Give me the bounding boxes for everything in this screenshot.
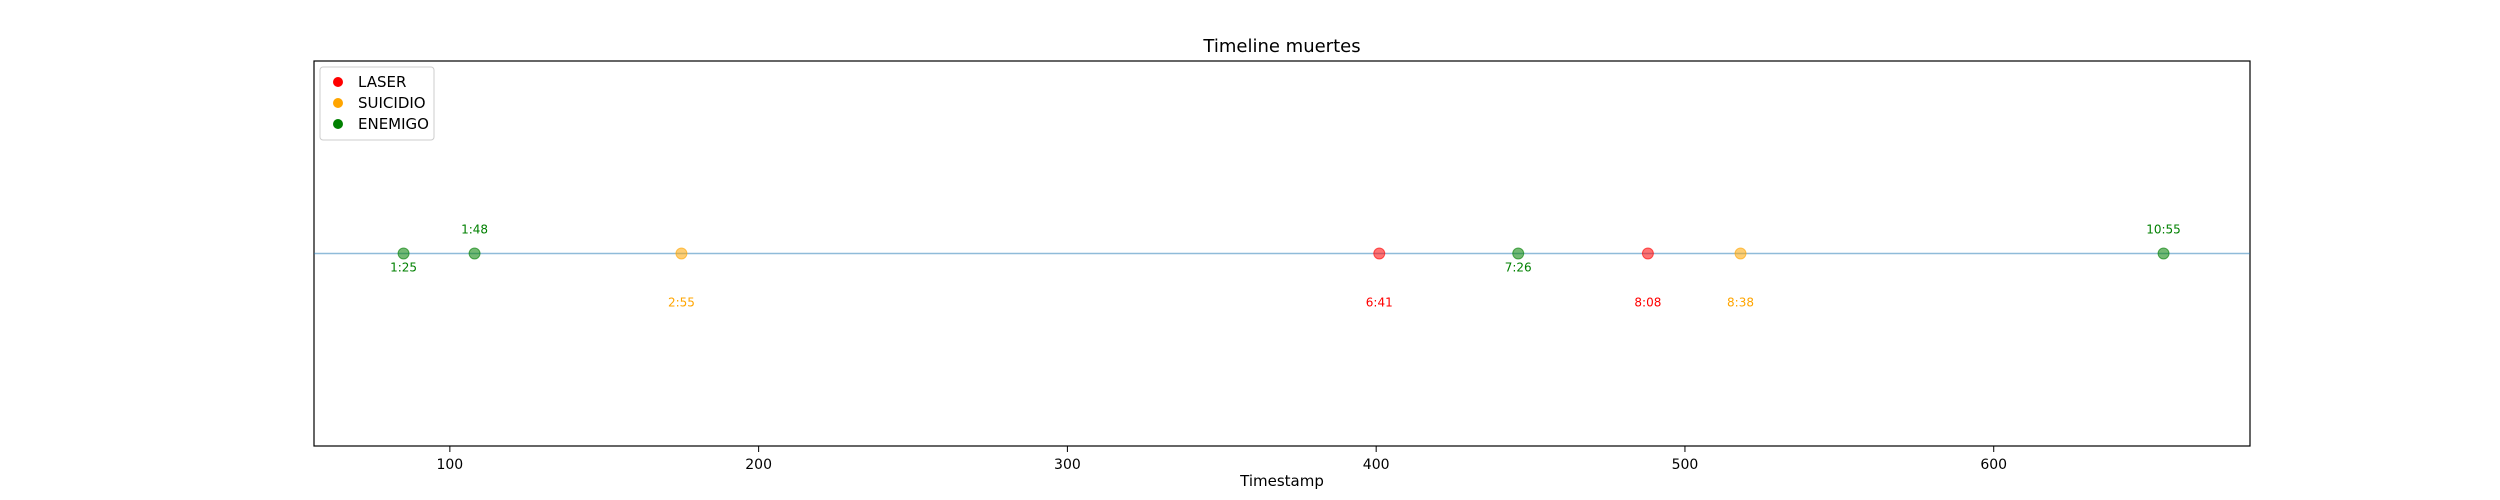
legend-label: ENEMIGO [358, 115, 429, 133]
point-label: 1:25 [390, 261, 417, 275]
data-point-enemigo [397, 247, 410, 260]
x-axis-ticks: 100 200 300 400 500 600 [436, 446, 2007, 473]
x-tick-label: 500 [1672, 457, 1699, 473]
x-tick-label: 200 [745, 457, 772, 473]
x-tick-label: 300 [1054, 457, 1081, 473]
data-point-laser [1373, 247, 1386, 260]
point-label: 2:55 [668, 296, 695, 310]
data-point-enemigo [468, 247, 481, 260]
point-label: 1:48 [461, 223, 488, 237]
data-point-suicidio [675, 247, 688, 260]
point-labels: 1:25 1:48 2:55 6:41 7:26 8:08 8:38 10:55 [390, 223, 2181, 310]
legend-marker-suicidio [333, 98, 343, 108]
data-point-suicidio [1734, 247, 1747, 260]
legend-marker-laser [333, 77, 343, 87]
data-point-enemigo [1512, 247, 1525, 260]
point-label: 6:41 [1366, 296, 1393, 310]
legend-label: LASER [358, 73, 406, 91]
data-points [397, 247, 2170, 260]
x-tick-label: 600 [1980, 457, 2007, 473]
point-label: 10:55 [2146, 223, 2181, 237]
x-axis-label: Timestamp [1239, 472, 1324, 490]
legend-box [319, 66, 435, 141]
legend-marker-enemigo [333, 119, 343, 129]
point-label: 8:38 [1727, 296, 1754, 310]
point-label: 8:08 [1634, 296, 1661, 310]
data-point-enemigo [2157, 247, 2170, 260]
point-label: 7:26 [1505, 261, 1532, 275]
legend-label: SUICIDIO [358, 94, 426, 112]
legend: LASER SUICIDIO ENEMIGO [319, 66, 435, 141]
x-tick-label: 100 [436, 457, 463, 473]
data-point-laser [1641, 247, 1654, 260]
chart-title: Timeline muertes [1202, 36, 1360, 57]
x-tick-label: 400 [1363, 457, 1390, 473]
